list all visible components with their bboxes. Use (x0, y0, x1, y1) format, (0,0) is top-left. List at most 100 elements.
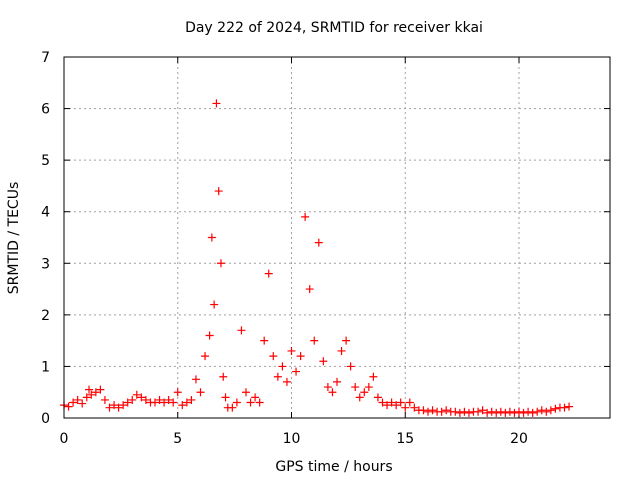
data-point (360, 388, 369, 397)
data-point (323, 383, 332, 392)
data-point (187, 395, 196, 404)
data-point (264, 269, 273, 278)
data-point (474, 407, 483, 416)
data-point (151, 398, 159, 407)
data-point (278, 362, 287, 371)
y-tick-label: 3 (41, 256, 50, 272)
y-tick-label: 6 (41, 102, 50, 118)
data-point (205, 331, 214, 340)
data-point (351, 383, 360, 392)
data-point (551, 404, 560, 413)
data-point (387, 398, 396, 407)
data-point (487, 407, 496, 416)
data-point (455, 408, 464, 417)
data-point (173, 388, 182, 397)
data-point (251, 393, 260, 402)
data-point (319, 357, 328, 366)
plot-frame (63, 56, 611, 419)
data-point (110, 401, 119, 410)
data-point (392, 401, 401, 410)
data-point (182, 398, 191, 407)
data-point (164, 395, 173, 404)
data-point (333, 377, 341, 386)
data-point (546, 406, 555, 415)
data-point (515, 407, 523, 416)
tick-labels: 0 5 10 15 20 0 1 2 3 4 5 6 7 (41, 50, 528, 447)
x-tick-label: 15 (396, 431, 414, 447)
data-point (201, 352, 210, 361)
data-point (64, 402, 73, 411)
data-point (460, 407, 469, 416)
x-tick-label: 5 (173, 431, 182, 447)
data-point (269, 352, 278, 361)
data-point (442, 406, 451, 415)
y-tick-label: 1 (41, 359, 50, 375)
data-point (287, 346, 296, 355)
x-tick-label: 10 (283, 431, 301, 447)
data-point (137, 393, 146, 402)
data-point (221, 393, 230, 402)
data-point (296, 352, 305, 361)
data-point (524, 407, 533, 416)
data-point (128, 395, 137, 404)
data-point (342, 336, 351, 345)
data-point (85, 385, 94, 394)
y-tick-label: 7 (41, 50, 50, 66)
data-point (492, 408, 501, 417)
data-point (528, 408, 537, 417)
data-point (328, 388, 337, 397)
data-point (337, 346, 346, 355)
data-point (169, 398, 178, 407)
data-point (519, 408, 528, 417)
data-point (565, 402, 574, 411)
y-tick-label: 2 (41, 308, 50, 324)
data-point (155, 395, 164, 404)
data-point (292, 367, 301, 376)
data-point (96, 385, 105, 394)
data-point (369, 372, 378, 381)
data-point (91, 388, 100, 397)
data-point (378, 398, 387, 407)
chart-title: Day 222 of 2024, SRMTID for receiver kka… (185, 20, 483, 36)
data-point (207, 233, 216, 242)
y-axis-label: SRMTID / TECUs (6, 182, 22, 295)
x-tick-label: 20 (510, 431, 528, 447)
data-point (373, 393, 382, 402)
data-point (396, 398, 405, 407)
data-point (255, 398, 264, 407)
data-point (196, 388, 205, 397)
data-point (132, 390, 141, 399)
data-point (364, 383, 373, 392)
data-point (424, 407, 432, 416)
data-point (160, 398, 169, 407)
data-points (60, 99, 574, 417)
data-point (78, 399, 87, 408)
data-point (114, 403, 123, 412)
data-point (355, 393, 364, 402)
data-point (219, 372, 228, 381)
data-point (242, 388, 250, 397)
data-point (216, 259, 225, 268)
data-point (232, 398, 241, 407)
x-axis-label: GPS time / hours (275, 459, 392, 475)
data-point (410, 403, 419, 412)
data-point (237, 326, 246, 335)
data-point (542, 407, 551, 416)
data-point (212, 99, 221, 108)
data-point (69, 398, 78, 407)
data-point (228, 403, 237, 412)
data-point (314, 238, 323, 247)
data-point (560, 403, 569, 412)
data-point (428, 406, 437, 415)
data-point (105, 403, 114, 412)
data-point (310, 336, 319, 345)
data-point (87, 390, 96, 399)
data-point (505, 407, 514, 416)
data-point (478, 406, 487, 415)
y-tick-label: 4 (41, 205, 50, 221)
data-point (123, 398, 132, 407)
data-point (73, 395, 82, 404)
data-point (246, 398, 255, 407)
data-point (451, 407, 460, 416)
